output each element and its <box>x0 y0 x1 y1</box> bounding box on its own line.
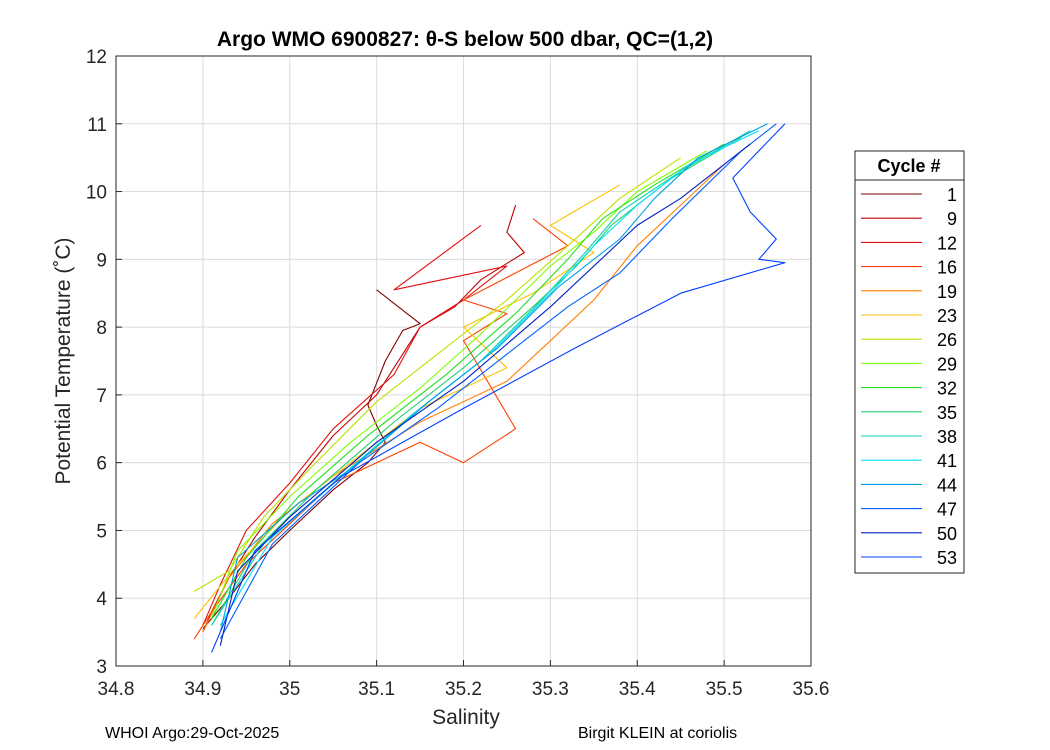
y-tick-label: 11 <box>87 115 107 136</box>
legend-label-cycle-32: 32 <box>937 379 957 399</box>
legend-label-cycle-23: 23 <box>937 306 957 326</box>
legend-label-cycle-19: 19 <box>937 282 957 302</box>
legend-label-cycle-16: 16 <box>937 258 957 278</box>
legend-label-cycle-44: 44 <box>937 475 957 495</box>
y-tick-label: 9 <box>96 250 107 271</box>
legend-label-cycle-38: 38 <box>937 427 957 447</box>
series-line-cycle-44 <box>219 123 768 633</box>
series-line-cycle-53 <box>211 123 786 653</box>
series-layer <box>193 123 786 653</box>
series-line-cycle-19 <box>202 163 725 633</box>
x-tick-label: 34.9 <box>184 679 221 700</box>
legend-label-cycle-53: 53 <box>937 548 957 568</box>
legend-label-cycle-47: 47 <box>937 500 957 520</box>
series-line-cycle-26 <box>193 157 682 592</box>
x-tick-label: 35.2 <box>445 679 482 700</box>
y-tick-label: 4 <box>96 589 107 610</box>
y-tick-label: 5 <box>96 521 107 542</box>
footer-left-credit: WHOI Argo:29-Oct-2025 <box>105 725 280 742</box>
y-tick-label: 6 <box>96 454 107 475</box>
y-tick-label: 7 <box>96 386 107 407</box>
footer-right-credit: Birgit KLEIN at coriolis <box>578 725 738 742</box>
y-tick-label: 10 <box>86 183 107 204</box>
series-line-cycle-47 <box>219 123 777 640</box>
legend-label-cycle-29: 29 <box>937 354 957 374</box>
x-tick-label: 35.1 <box>358 679 395 700</box>
legend-label-cycle-50: 50 <box>937 524 957 544</box>
legend-box <box>854 150 965 574</box>
x-tick-label: 35.4 <box>619 679 656 700</box>
x-axis-label: Salinity <box>432 706 500 729</box>
legend-label-cycle-35: 35 <box>937 403 957 423</box>
x-tick-label: 35 <box>279 679 300 700</box>
legend-label-cycle-12: 12 <box>937 233 957 253</box>
legend-label-cycle-1: 1 <box>947 185 957 205</box>
x-tick-label: 35.5 <box>706 679 743 700</box>
series-line-cycle-16 <box>193 218 569 640</box>
axis-ticks: 34.8 34.9 35 35.1 35.2 35.3 35.4 35.5 35.6 3 4 5 6 7 8… <box>86 47 830 700</box>
series-line-cycle-29 <box>211 150 707 619</box>
y-tick-label: 12 <box>86 47 107 68</box>
x-tick-label: 35.3 <box>532 679 569 700</box>
y-tick-label: 8 <box>96 318 107 339</box>
legend-label-cycle-26: 26 <box>937 330 957 350</box>
x-tick-label: 35.6 <box>793 679 830 700</box>
legend-label-cycle-9: 9 <box>947 209 957 229</box>
legend-title: Cycle # <box>877 156 940 176</box>
series-line-cycle-12 <box>202 224 508 626</box>
series-line-cycle-1 <box>202 289 421 630</box>
legend-label-cycle-41: 41 <box>937 451 957 471</box>
y-axis-label: Potential Temperature (˚C) <box>52 237 75 484</box>
x-tick-label: 34.8 <box>98 679 135 700</box>
y-tick-label: 3 <box>96 657 107 678</box>
chart-title: Argo WMO 6900827: θ-S below 500 dbar, QC… <box>217 28 713 51</box>
